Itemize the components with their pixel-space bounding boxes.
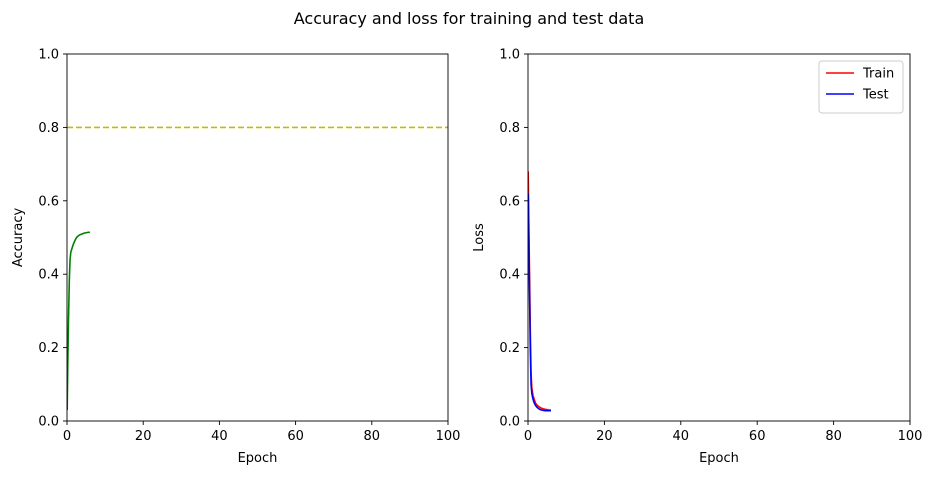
y-tick-label: 0.8 — [499, 121, 520, 136]
figure-title: Accuracy and loss for training and test … — [294, 9, 645, 28]
y-tick-label: 1.0 — [38, 48, 59, 63]
x-tick-label: 40 — [673, 429, 690, 444]
x-tick-label: 0 — [524, 429, 532, 444]
legend-label-test: Test — [862, 88, 889, 103]
series-group — [528, 171, 551, 412]
chart-panel-1: 0 20 40 60 80 100 0.0 0.2 0.4 0.6 0.8 1.0 Epoch Accur… — [11, 48, 460, 467]
x-tick-label: 60 — [749, 429, 766, 444]
x-tick-label: 20 — [596, 429, 613, 444]
plot-frame — [527, 53, 911, 422]
x-tick-label: 0 — [63, 429, 71, 444]
y-tick-label: 0.2 — [38, 341, 59, 356]
y-tick-label: 0.8 — [38, 121, 59, 136]
legend: Train Test — [818, 60, 904, 114]
y-tick-label: 0.6 — [499, 194, 520, 209]
plot-frame — [66, 53, 449, 422]
y-tick-label: 0.0 — [499, 415, 520, 430]
series-group — [67, 126, 448, 411]
y-tick-label: 1.0 — [499, 48, 520, 63]
x-tick-label: 60 — [287, 429, 304, 444]
accuracy-series-line — [67, 231, 90, 411]
y-tick-label: 0.4 — [499, 268, 520, 283]
y-axis-label: Accuracy — [11, 208, 26, 268]
charts-container: 0 20 40 60 80 100 0.0 0.2 0.4 0.6 0.8 1.0 Epoch Accur… — [11, 48, 922, 467]
y-tick-label: 0.4 — [38, 268, 59, 283]
y-tick-label: 0.2 — [499, 341, 520, 356]
y-tick-label: 0.6 — [38, 194, 59, 209]
x-tick-label: 40 — [211, 429, 228, 444]
test-series-line — [528, 193, 551, 412]
y-axis-label: Loss — [472, 223, 487, 252]
y-tick-label: 0.0 — [38, 415, 59, 430]
legend-label-train: Train — [862, 67, 894, 82]
x-axis-label: Epoch — [238, 451, 278, 466]
chart-panel-2: 0 20 40 60 80 100 0.0 0.2 0.4 0.6 0.8 1.0 Epoch Loss T… — [472, 48, 922, 467]
x-tick-label: 100 — [436, 429, 461, 444]
x-tick-label: 20 — [135, 429, 152, 444]
x-tick-label: 80 — [825, 429, 842, 444]
x-tick-label: 100 — [898, 429, 923, 444]
legend-box — [818, 60, 904, 114]
x-tick-label: 80 — [364, 429, 381, 444]
x-axis-label: Epoch — [699, 451, 739, 466]
